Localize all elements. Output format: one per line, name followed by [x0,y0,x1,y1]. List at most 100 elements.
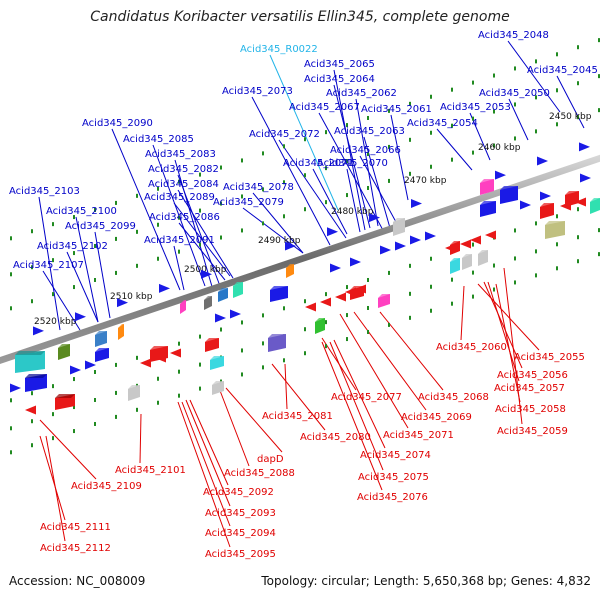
gene-label[interactable]: Acid345_2048 [478,30,549,41]
gene-label[interactable]: Acid345_2079 [213,197,284,208]
gene-block[interactable] [25,374,47,392]
gene-block[interactable] [500,186,518,204]
gene-arrow[interactable] [230,309,241,319]
gene-label[interactable]: Acid345_2072 [249,129,320,140]
gene-arrow[interactable] [520,200,531,210]
gene-block[interactable] [393,218,405,236]
gene-arrow[interactable] [335,292,346,302]
gene-block[interactable] [268,334,286,352]
gene-label[interactable]: dapD [257,454,284,465]
gene-label[interactable]: Acid345_2059 [497,426,568,437]
gene-label[interactable]: Acid345_2073 [222,86,293,97]
gene-label[interactable]: Acid345_2102 [37,241,108,252]
gene-arrow[interactable] [117,298,128,308]
gene-label[interactable]: Acid345_R0022 [240,44,318,55]
gene-arrow[interactable] [485,230,496,240]
gene-arrow[interactable] [215,313,226,323]
gene-label[interactable]: Acid345_2086 [149,212,220,223]
gene-label[interactable]: Acid345_2054 [407,118,478,129]
gene-label[interactable]: Acid345_2099 [65,221,136,232]
gene-label[interactable]: Acid345_2069 [401,412,472,423]
gene-label[interactable]: Acid345_2093 [205,508,276,519]
gene-label[interactable]: Acid345_2077 [331,392,402,403]
gene-label[interactable]: Acid345_2061 [361,104,432,115]
gene-arrow[interactable] [330,263,341,273]
gene-label[interactable]: Acid345_2101 [115,465,186,476]
gene-arrow[interactable] [170,348,181,358]
gene-arrow[interactable] [85,360,96,370]
gene-label[interactable]: Acid345_2082 [148,164,219,175]
gene-arrow[interactable] [579,142,590,152]
gene-label[interactable]: Acid345_2080 [300,432,371,443]
gene-label[interactable]: Acid345_2071 [383,430,454,441]
gene-arrow[interactable] [350,257,361,267]
gene-arrow[interactable] [327,227,338,237]
gene-label[interactable]: Acid345_2045 [527,65,598,76]
gene-arrow[interactable] [537,156,548,166]
gene-arrow[interactable] [495,170,506,180]
gene-label[interactable]: Acid345_2062 [326,88,397,99]
gene-label[interactable]: Acid345_2112 [40,543,111,554]
gene-label[interactable]: Acid345_2056 [497,370,568,381]
gene-arrow[interactable] [159,283,170,293]
gene-label[interactable]: Acid345_2071 [283,158,354,169]
gene-label[interactable]: Acid345_2070 [317,158,388,169]
gene-label[interactable]: Acid345_2109 [71,481,142,492]
gene-arrow[interactable] [285,241,296,251]
gene-label[interactable]: Acid345_2065 [304,59,375,70]
gene-arrow[interactable] [380,245,391,255]
gene-label[interactable]: Acid345_2055 [514,352,585,363]
gene-arrow[interactable] [411,198,422,208]
gene-label[interactable]: Acid345_2060 [436,342,507,353]
gene-arrow[interactable] [70,365,81,375]
gene-label[interactable]: Acid345_2063 [334,126,405,137]
gene-labels[interactable]: Acid345_2048 Acid345_R0022 Acid345_2045 Aci… [9,30,598,560]
gene-arrow[interactable] [10,383,21,393]
gene-label[interactable]: Acid345_2084 [148,179,219,190]
gene-label[interactable]: Acid345_2058 [495,404,566,415]
gene-label[interactable]: Acid345_2076 [357,492,428,503]
gene-arrow[interactable] [25,405,36,415]
gene-arrow[interactable] [540,191,551,201]
gene-arrow[interactable] [33,326,44,336]
gene-label[interactable]: Acid345_2074 [360,450,431,461]
gene-label[interactable]: Acid345_2111 [40,522,111,533]
gene-label[interactable]: Acid345_2075 [358,472,429,483]
gene-label[interactable]: Acid345_2095 [205,549,276,560]
gene-label[interactable]: Acid345_2091 [144,235,215,246]
gene-arrow[interactable] [395,241,406,251]
gene-label[interactable]: Acid345_2085 [123,134,194,145]
gene-arrow[interactable] [425,231,436,241]
gene-label[interactable]: Acid345_2090 [82,118,153,129]
gene-label[interactable]: Acid345_2094 [205,528,276,539]
gene-arrow[interactable] [320,297,331,307]
gene-arrow[interactable] [140,358,151,368]
gene-label[interactable]: Acid345_2053 [440,102,511,113]
gene-label[interactable]: Acid345_2088 [224,468,295,479]
gene-label[interactable]: Acid345_2089 [144,192,215,203]
gene-label[interactable]: Acid345_2083 [145,149,216,160]
gene-label[interactable]: Acid345_2050 [479,88,550,99]
gene-arrow[interactable] [460,239,471,249]
gene-label[interactable]: Acid345_2081 [262,411,333,422]
gene-block[interactable] [15,351,45,373]
gene-label[interactable]: Acid345_2057 [494,383,565,394]
gene-label[interactable]: Acid345_2100 [46,206,117,217]
gene-label[interactable]: Acid345_2067 [289,102,360,113]
gene-label[interactable]: Acid345_2068 [418,392,489,403]
gene-label[interactable]: Acid345_2107 [13,260,84,271]
gene-label[interactable]: Acid345_2078 [223,182,294,193]
gene-arrow[interactable] [470,235,481,245]
gene-label[interactable]: Acid345_2066 [330,145,401,156]
gene-label[interactable]: Acid345_2064 [304,74,375,85]
gene-arrow[interactable] [201,269,212,279]
gene-label[interactable]: Acid345_2103 [9,186,80,197]
gene-arrow[interactable] [305,302,316,312]
gene-arrow[interactable] [75,312,86,322]
gene-arrow[interactable] [580,173,591,183]
gene-arrow[interactable] [410,235,421,245]
gene-block[interactable] [545,221,565,239]
gene-arrow[interactable] [575,197,586,207]
gene-features[interactable] [10,142,600,415]
